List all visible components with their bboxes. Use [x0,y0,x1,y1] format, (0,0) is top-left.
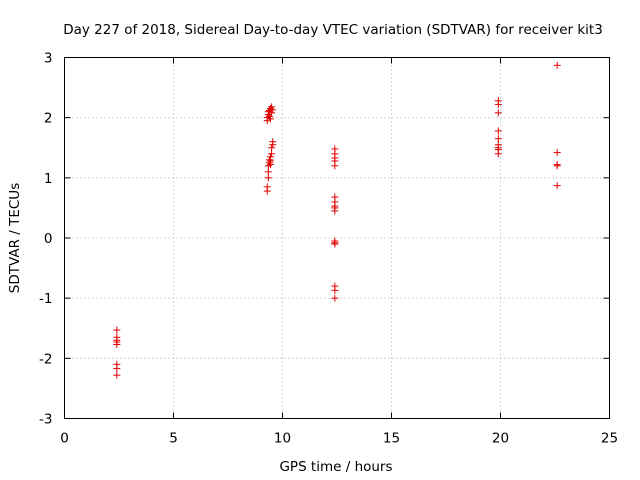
data-point [268,150,276,158]
y-axis-label: SDTVAR / TECUs [7,183,23,293]
x-tick-label: 10 [274,431,291,447]
data-point [267,115,275,123]
y-tick-label: 0 [44,231,53,247]
y-tick-label: -3 [39,412,52,428]
x-tick-labels: 0 5 10 15 20 25 [60,431,618,447]
data-point [553,61,561,69]
x-tick-label: 0 [60,431,69,447]
y-tick-label: 3 [44,51,53,67]
data-point [113,326,121,334]
x-tick-label: 20 [492,431,509,447]
data-point [331,207,339,215]
data-point [331,162,339,170]
data-point [268,109,276,117]
y-tick-label: 1 [44,171,53,187]
x-tick-label: 15 [383,431,400,447]
data-point [113,340,121,348]
data-point [331,240,339,248]
data-point [113,365,121,373]
chart-title: Day 227 of 2018, Sidereal Day-to-day VTE… [63,22,603,38]
data-point [265,156,273,164]
grid-lines [64,57,610,419]
data-point [264,168,272,176]
data-point [553,182,561,190]
y-tick-label: -1 [39,291,52,307]
y-tick-label: -2 [39,351,52,367]
data-point [494,109,502,117]
y-tick-labels: -3 -2 -1 0 1 2 3 [39,51,52,428]
plot-frame [64,57,610,419]
y-tick-label: 2 [44,111,53,127]
data-point [267,157,275,165]
data-point [113,371,121,379]
data-point [331,286,339,294]
data-point [268,103,276,111]
data-point [553,162,561,170]
data-point [494,127,502,135]
data-point [494,135,502,143]
data-point [553,149,561,157]
data-point [494,150,502,158]
data-point [264,174,272,182]
x-tick-label: 5 [169,431,178,447]
data-points [113,61,561,379]
data-point [263,183,271,191]
data-point [268,144,276,152]
x-tick-label: 25 [601,431,618,447]
data-point [494,100,502,108]
data-point [331,294,339,302]
data-point [269,106,277,114]
x-axis-label: GPS time / hours [279,459,392,475]
data-point [269,138,277,146]
